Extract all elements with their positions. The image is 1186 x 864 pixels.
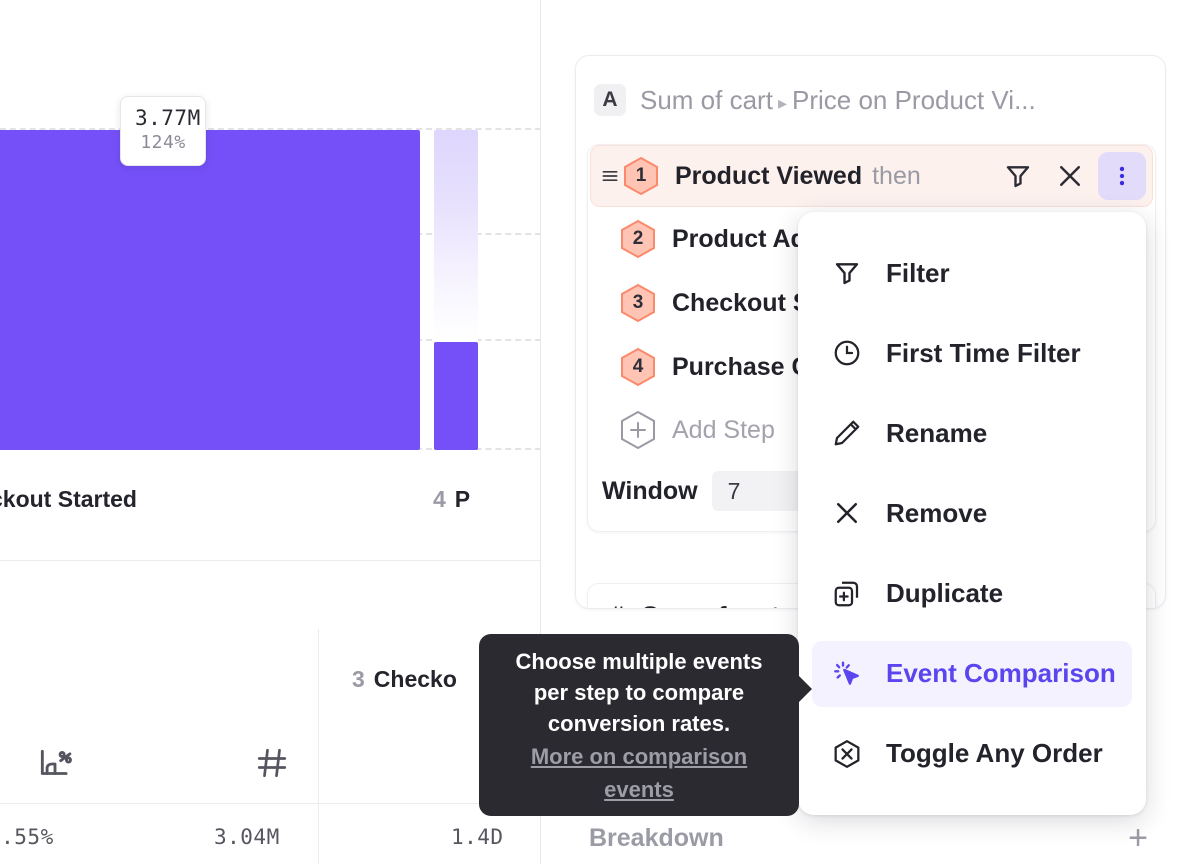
panel-header: A Sum of cart ▸ Price on Product Vi... bbox=[576, 56, 1165, 144]
close-icon[interactable] bbox=[1046, 152, 1094, 200]
step-actions-1 bbox=[994, 146, 1146, 206]
cursor-sparkle-icon bbox=[830, 658, 864, 690]
breadcrumb-left: Sum of cart bbox=[640, 84, 773, 115]
bar-purchase-completed[interactable] bbox=[434, 342, 478, 450]
menu-item-toggle-any-order[interactable]: Toggle Any Order bbox=[812, 721, 1132, 787]
window-label: Window bbox=[602, 476, 698, 505]
menu-item-filter[interactable]: Filter bbox=[812, 240, 1132, 306]
conversion-rate-icon bbox=[36, 745, 74, 788]
feature-tooltip: Choose multiple events per step to compa… bbox=[479, 634, 812, 816]
tooltip-arrow bbox=[797, 674, 812, 704]
chart-bottom-divider bbox=[0, 560, 541, 561]
duplicate-icon bbox=[830, 579, 864, 609]
tooltip-line-2: per step to compare bbox=[533, 679, 745, 705]
menu-item-remove[interactable]: Remove bbox=[812, 480, 1132, 546]
series-letter-badge: A bbox=[594, 84, 626, 116]
breadcrumb-right: Price on Product Vi... bbox=[791, 84, 1036, 115]
step-number-1: 1 bbox=[635, 165, 647, 186]
step-context-menu: Filter First Time Filter Rename Remove bbox=[798, 212, 1146, 815]
step-number-4: 4 bbox=[632, 356, 644, 377]
step-number-badge-1: 1 bbox=[623, 156, 659, 196]
add-step-label: Add Step bbox=[672, 415, 775, 444]
menu-item-label: Remove bbox=[886, 497, 988, 528]
metric-value-duration: 1.4D bbox=[451, 825, 504, 849]
funnel-step-3[interactable]: 3 Checkout S bbox=[588, 271, 1155, 335]
breakdown-label: Breakdown bbox=[589, 823, 724, 852]
menu-item-rename[interactable]: Rename bbox=[812, 400, 1132, 466]
bar-checkout-started[interactable] bbox=[0, 130, 420, 450]
metric-value-count: 3.04M bbox=[214, 825, 280, 849]
menu-item-label: Event Comparison bbox=[886, 658, 1116, 689]
funnel-step-2[interactable]: 2 Product Ad bbox=[588, 207, 1155, 271]
menu-item-event-comparison[interactable]: Event Comparison bbox=[812, 640, 1132, 707]
step-suffix-1: then bbox=[872, 161, 921, 190]
step-name-4[interactable]: Purchase C bbox=[672, 352, 810, 381]
menu-item-duplicate[interactable]: Duplicate bbox=[812, 561, 1132, 627]
metrics-column-divider bbox=[318, 629, 319, 864]
tooltip-line-3: conversion rates. bbox=[547, 710, 731, 736]
hash-icon: # bbox=[610, 602, 624, 609]
metric-value-conversion: 0.55% bbox=[0, 825, 54, 849]
bar-purchase-ghost bbox=[434, 130, 478, 342]
filter-icon bbox=[830, 258, 864, 288]
breakdown-row: Breakdown + bbox=[575, 812, 1166, 864]
close-icon bbox=[830, 498, 864, 528]
menu-item-label: Rename bbox=[886, 417, 988, 448]
menu-item-label: First Time Filter bbox=[886, 337, 1081, 368]
tooltip-link-line-1[interactable]: More on comparison bbox=[530, 743, 748, 769]
shuffle-hex-icon bbox=[830, 738, 864, 770]
tooltip-link-line-2[interactable]: events bbox=[604, 776, 674, 802]
step-name-1[interactable]: Product Viewed bbox=[675, 161, 863, 190]
breadcrumb-separator-icon: ▸ bbox=[777, 92, 787, 113]
x-axis-label-number: 4 bbox=[433, 486, 446, 512]
pencil-icon bbox=[830, 418, 864, 448]
step-name-3[interactable]: Checkout S bbox=[672, 288, 810, 317]
step-name-2[interactable]: Product Ad bbox=[672, 224, 806, 253]
pane-divider bbox=[540, 0, 541, 864]
step-heading-checkout: 3 Checko bbox=[352, 666, 457, 693]
drag-handle-icon[interactable] bbox=[599, 166, 621, 186]
step-number-badge-3: 3 bbox=[620, 283, 656, 323]
add-step-icon bbox=[620, 410, 656, 450]
funnel-step-1[interactable]: 1 Product Viewed then bbox=[590, 145, 1153, 207]
measure-text: Sum of cart ▸ P bbox=[642, 601, 823, 608]
x-axis-label-text: ckout Started bbox=[0, 486, 137, 512]
count-icon bbox=[254, 745, 290, 786]
tooltip-line-1: Choose multiple events bbox=[515, 648, 763, 674]
breadcrumb[interactable]: Sum of cart ▸ Price on Product Vi... bbox=[640, 85, 1036, 116]
tooltip-value: 3.77M bbox=[135, 106, 201, 130]
chart-value-tooltip: 3.77M 124% bbox=[120, 96, 206, 166]
menu-item-label: Duplicate bbox=[886, 578, 1004, 609]
step-number-badge-4: 4 bbox=[620, 347, 656, 387]
funnel-step-4[interactable]: 4 Purchase C bbox=[588, 335, 1155, 399]
kebab-menu-icon[interactable] bbox=[1098, 152, 1146, 200]
menu-item-label: Filter bbox=[886, 257, 950, 288]
step-heading-number: 3 bbox=[352, 666, 365, 692]
tooltip-percent: 124% bbox=[140, 132, 186, 153]
metrics-row-divider bbox=[0, 803, 541, 804]
clock-icon bbox=[830, 338, 864, 368]
x-axis-label-checkout: ckout Started bbox=[0, 486, 137, 513]
step-number-2: 2 bbox=[632, 228, 644, 249]
add-step-button[interactable]: Add Step bbox=[588, 399, 1155, 461]
menu-item-label: Toggle Any Order bbox=[886, 738, 1103, 769]
step-heading-text: Checko bbox=[373, 666, 457, 692]
menu-item-first-time-filter[interactable]: First Time Filter bbox=[812, 320, 1132, 386]
filter-icon[interactable] bbox=[994, 152, 1042, 200]
step-number-3: 3 bbox=[632, 292, 644, 313]
x-axis-label-text: P bbox=[454, 486, 471, 512]
add-breakdown-button[interactable]: + bbox=[1128, 819, 1148, 857]
step-number-badge-2: 2 bbox=[620, 219, 656, 259]
gridline bbox=[0, 128, 541, 130]
